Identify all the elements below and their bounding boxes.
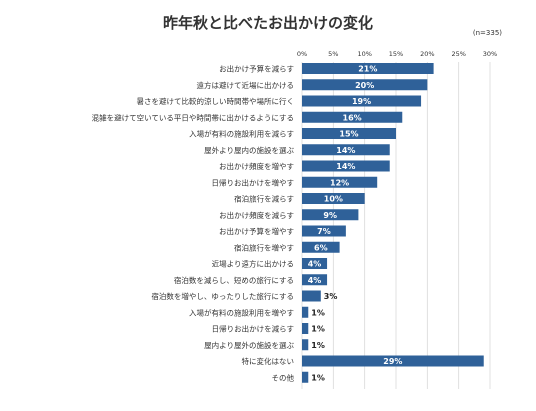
category-label: 宿泊旅行を増やす [234, 242, 294, 252]
bar-value-label: 14% [336, 162, 355, 171]
x-tick-label: 5% [328, 50, 338, 58]
bar [302, 160, 390, 172]
bar [302, 128, 396, 139]
category-label: 混雑を避けて空いている平日や時間帯に出かけるようにする [92, 112, 294, 122]
x-tick-label: 25% [451, 50, 465, 58]
x-tick-label: 10% [357, 50, 371, 58]
category-label: 宿泊数を減らし、短めの旅行にする [174, 275, 294, 285]
x-tick-label: 20% [420, 50, 434, 58]
bar-value-label: 15% [339, 130, 358, 139]
category-label: 屋内より屋外の施設を選ぶ [204, 340, 294, 350]
bar-value-label: 16% [343, 113, 362, 122]
bar [302, 323, 309, 334]
category-label: 暑さを避けて比較的涼しい時間帯や場所に行く [137, 96, 295, 106]
bar-value-label: 21% [358, 65, 377, 74]
category-label: 宿泊数を増やし、ゆったりした旅行にする [151, 291, 294, 301]
bar-value-label: 3% [324, 292, 338, 301]
category-label: お出かけ予算を増やす [219, 226, 294, 236]
bar [302, 290, 321, 302]
category-label: 入場が有料の施設利用を減らす [189, 129, 294, 139]
bar [302, 241, 340, 253]
x-tick-label: 0% [297, 50, 307, 58]
category-label: その他 [272, 372, 295, 382]
bar-value-label: 4% [308, 260, 322, 269]
bar-value-label: 4% [308, 276, 322, 285]
category-label: 特に変化はない [242, 356, 295, 366]
bar [302, 79, 428, 91]
bar [302, 95, 422, 107]
bar-value-label: 10% [324, 195, 343, 204]
category-label: お出かけ頻度を増やす [219, 161, 294, 171]
bar-value-label: 1% [311, 341, 325, 350]
category-label: お出かけ頻度を減らす [219, 210, 294, 220]
bar-value-label: 19% [352, 97, 371, 106]
bar [302, 176, 378, 188]
bar [302, 306, 309, 318]
bar [302, 258, 328, 269]
bar-value-label: 1% [311, 373, 325, 382]
chart-title: 昨年秋と比べたお出かけの変化 [162, 14, 373, 32]
bar [302, 144, 390, 156]
bar-value-label: 1% [311, 308, 325, 317]
bar [302, 274, 328, 286]
bar-value-label: 6% [314, 243, 328, 252]
category-label: 日帰りお出かけを減らす [212, 324, 294, 334]
bar-value-label: 29% [383, 357, 402, 366]
bar-value-label: 20% [355, 81, 374, 90]
bar-value-label: 14% [336, 146, 355, 155]
bar-value-label: 12% [330, 178, 349, 187]
category-label: 近場より遠方に出かける [212, 259, 294, 269]
x-tick-label: 30% [483, 50, 497, 58]
bar [302, 209, 359, 221]
bar [302, 225, 346, 237]
bar [302, 371, 309, 383]
bar [302, 339, 309, 351]
bar [302, 193, 365, 204]
x-tick-label: 15% [389, 50, 403, 58]
category-label: 遠方は避けて近場に出かける [197, 80, 295, 90]
category-label: 宿泊旅行を減らす [234, 194, 294, 204]
sample-size-note: (n=335) [472, 29, 502, 37]
bar-value-label: 9% [323, 211, 337, 220]
category-label: 入場が有料の施設利用を増やす [189, 307, 294, 317]
bar-value-label: 7% [317, 227, 331, 236]
category-label: 日帰りお出かけを増やす [212, 177, 295, 187]
category-label: お出かけ予算を減らす [219, 64, 294, 74]
bar [302, 355, 484, 367]
bar [302, 111, 403, 123]
bar-value-label: 1% [311, 325, 325, 334]
bar [302, 63, 434, 74]
category-label: 屋外より屋内の施設を選ぶ [204, 145, 294, 155]
